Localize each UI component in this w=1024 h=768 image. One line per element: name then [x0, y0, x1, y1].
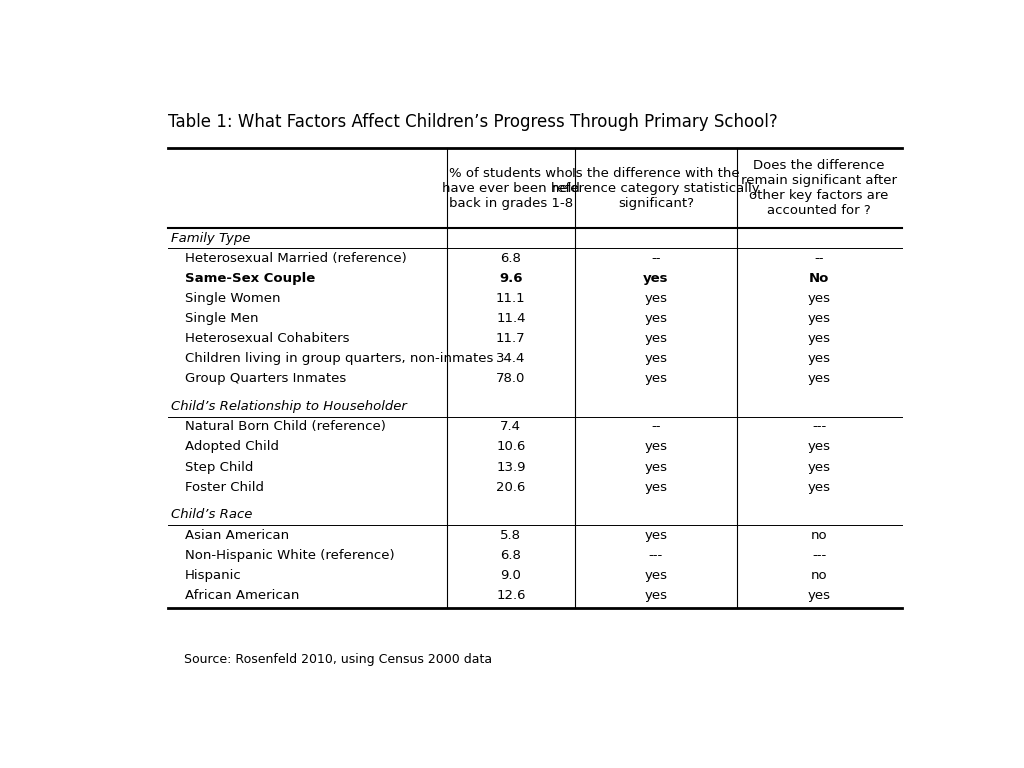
- Text: Foster Child: Foster Child: [185, 481, 264, 494]
- Text: 7.4: 7.4: [501, 420, 521, 433]
- Text: Table 1: What Factors Affect Children’s Progress Through Primary School?: Table 1: What Factors Affect Children’s …: [168, 113, 777, 131]
- Text: no: no: [811, 569, 827, 582]
- Text: 11.1: 11.1: [496, 292, 525, 305]
- Text: 10.6: 10.6: [497, 441, 525, 453]
- Text: Family Type: Family Type: [171, 232, 250, 245]
- Text: Step Child: Step Child: [185, 461, 254, 474]
- Text: Heterosexual Cohabiters: Heterosexual Cohabiters: [185, 333, 349, 346]
- Text: yes: yes: [644, 333, 668, 346]
- Text: yes: yes: [808, 333, 830, 346]
- Text: Natural Born Child (reference): Natural Born Child (reference): [185, 420, 386, 433]
- Text: 9.6: 9.6: [499, 272, 522, 285]
- Text: yes: yes: [644, 461, 668, 474]
- Text: yes: yes: [808, 461, 830, 474]
- Text: --: --: [651, 420, 660, 433]
- Text: --: --: [814, 252, 824, 265]
- Text: Group Quarters Inmates: Group Quarters Inmates: [185, 372, 346, 386]
- Text: yes: yes: [644, 292, 668, 305]
- Text: yes: yes: [644, 481, 668, 494]
- Text: 13.9: 13.9: [496, 461, 525, 474]
- Text: Hispanic: Hispanic: [185, 569, 242, 582]
- Text: Children living in group quarters, non-inmates: Children living in group quarters, non-i…: [185, 353, 494, 366]
- Text: --: --: [651, 252, 660, 265]
- Text: Non-Hispanic White (reference): Non-Hispanic White (reference): [185, 548, 395, 561]
- Text: Same-Sex Couple: Same-Sex Couple: [185, 272, 315, 285]
- Text: yes: yes: [644, 312, 668, 325]
- Text: 12.6: 12.6: [496, 589, 525, 602]
- Text: yes: yes: [644, 569, 668, 582]
- Text: yes: yes: [808, 372, 830, 386]
- Text: yes: yes: [644, 372, 668, 386]
- Text: Single Men: Single Men: [185, 312, 259, 325]
- Text: No: No: [809, 272, 829, 285]
- Text: yes: yes: [808, 312, 830, 325]
- Text: ---: ---: [812, 548, 826, 561]
- Text: Is the difference with the
reference category statistically
significant?: Is the difference with the reference cat…: [552, 167, 760, 210]
- Text: 6.8: 6.8: [501, 252, 521, 265]
- Text: Asian American: Asian American: [185, 528, 289, 541]
- Text: Single Women: Single Women: [185, 292, 281, 305]
- Text: yes: yes: [808, 353, 830, 366]
- Text: African American: African American: [185, 589, 299, 602]
- Text: yes: yes: [644, 589, 668, 602]
- Text: yes: yes: [808, 589, 830, 602]
- Text: yes: yes: [643, 272, 669, 285]
- Text: yes: yes: [644, 441, 668, 453]
- Text: Does the difference
remain significant after
other key factors are
accounted for: Does the difference remain significant a…: [741, 159, 897, 217]
- Text: Child’s Relationship to Householder: Child’s Relationship to Householder: [171, 400, 407, 413]
- Text: 20.6: 20.6: [497, 481, 525, 494]
- Text: 5.8: 5.8: [501, 528, 521, 541]
- Text: ---: ---: [812, 420, 826, 433]
- Text: yes: yes: [644, 528, 668, 541]
- Text: ---: ---: [649, 548, 663, 561]
- Text: yes: yes: [808, 441, 830, 453]
- Text: Child’s Race: Child’s Race: [171, 508, 252, 521]
- Text: Adopted Child: Adopted Child: [185, 441, 280, 453]
- Text: 11.7: 11.7: [496, 333, 525, 346]
- Text: % of students who
have ever been held
back in grades 1-8: % of students who have ever been held ba…: [442, 167, 580, 210]
- Text: Source: Rosenfeld 2010, using Census 2000 data: Source: Rosenfeld 2010, using Census 200…: [183, 653, 492, 666]
- Text: 6.8: 6.8: [501, 548, 521, 561]
- Text: 78.0: 78.0: [497, 372, 525, 386]
- Text: no: no: [811, 528, 827, 541]
- Text: yes: yes: [808, 292, 830, 305]
- Text: yes: yes: [644, 353, 668, 366]
- Text: 9.0: 9.0: [501, 569, 521, 582]
- Text: yes: yes: [808, 481, 830, 494]
- Text: Heterosexual Married (reference): Heterosexual Married (reference): [185, 252, 407, 265]
- Text: 11.4: 11.4: [496, 312, 525, 325]
- Text: 34.4: 34.4: [497, 353, 525, 366]
